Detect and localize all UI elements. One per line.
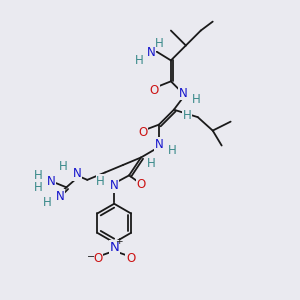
Text: N: N [147,46,156,59]
Text: N: N [109,241,119,254]
Text: H: H [59,160,68,173]
Text: H: H [34,181,42,194]
Text: N: N [110,179,118,192]
Text: O: O [126,252,135,265]
Text: N: N [56,190,65,203]
Text: −: − [87,252,95,262]
Text: H: H [34,169,42,182]
Text: N: N [154,137,163,151]
Text: H: H [96,175,105,188]
Text: H: H [135,54,144,67]
Text: H: H [183,109,192,122]
Text: +: + [115,238,122,247]
Text: O: O [136,178,146,191]
Text: N: N [47,175,56,188]
Text: H: H [43,196,51,209]
Text: O: O [150,84,159,97]
Text: H: H [154,38,163,50]
Text: H: H [192,93,201,106]
Text: N: N [73,167,81,180]
Text: O: O [93,252,102,265]
Text: H: H [147,157,156,170]
Text: H: H [168,143,177,157]
Text: N: N [178,87,187,100]
Text: O: O [138,126,147,139]
